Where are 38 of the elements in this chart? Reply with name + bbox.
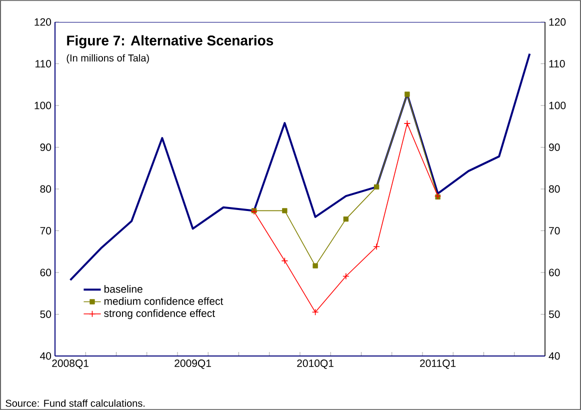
y2-tick-label: 90: [549, 144, 560, 151]
y2-tick-label: 50: [548, 310, 560, 318]
y-tick-label: 110: [36, 60, 52, 68]
y-tick-label: 80: [40, 185, 52, 193]
y-tick-label: 40: [40, 352, 52, 360]
point: [374, 184, 380, 190]
y-tick-label: 120: [34, 18, 52, 26]
y-tick-label: 60: [40, 268, 52, 276]
point: [373, 243, 380, 250]
point: [312, 308, 319, 316]
point: [404, 120, 411, 127]
y-tick-label: 50: [40, 310, 52, 318]
point: [342, 272, 350, 280]
y-tick-label: 90: [40, 144, 52, 151]
x-tick-label: 2011Q1: [420, 360, 456, 369]
x-tick-label: 2010Q1: [297, 360, 334, 369]
y-tick-label: 70: [40, 227, 52, 234]
y2-tick-label: 40: [548, 352, 560, 360]
point: [404, 92, 410, 97]
text: Figure 7: Alternative Scenarios: [67, 35, 274, 48]
x-tick-label: 2008Q1: [52, 360, 88, 369]
point: [282, 208, 288, 214]
source-note: Source: Fund staff calculations.: [6, 399, 145, 407]
legend-label: medium confidence effect: [104, 297, 224, 305]
y2-tick-label: 60: [549, 268, 560, 276]
y-tick-label: 100: [34, 102, 52, 110]
y2-tick-label: 110: [549, 60, 565, 68]
y2-tick-label: 70: [549, 227, 560, 234]
y2-tick-label: 80: [548, 185, 560, 193]
legend-label: baseline: [104, 285, 142, 293]
x-tick-label: 2009Q1: [174, 360, 211, 369]
y2-tick-label: 120: [549, 18, 566, 26]
point: [343, 216, 349, 222]
point: [312, 263, 318, 268]
y2-tick-label: 100: [549, 102, 566, 110]
text: (In millions of Tala): [66, 54, 149, 64]
point: [281, 257, 288, 264]
legend-label: strong confidence effect: [104, 309, 215, 320]
